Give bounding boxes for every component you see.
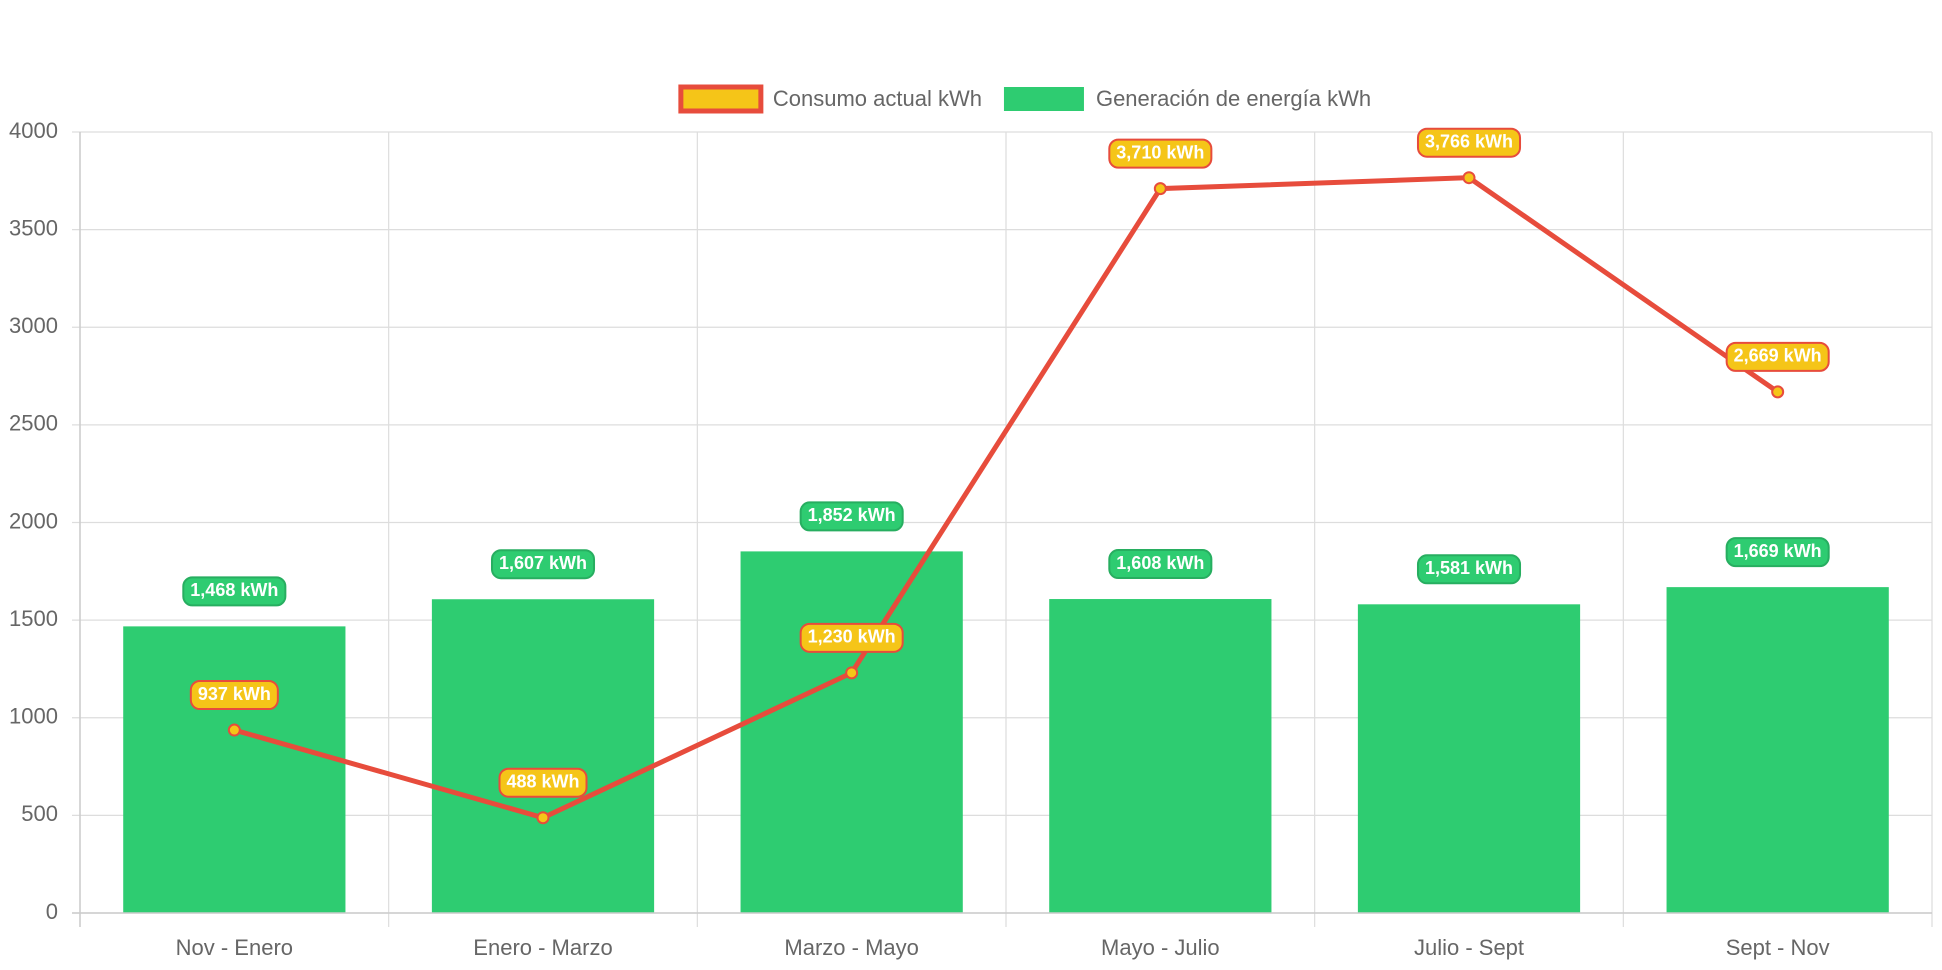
y-tick-label: 500 — [21, 801, 58, 826]
x-tick-label: Julio - Sept — [1414, 935, 1524, 960]
bar — [123, 626, 346, 913]
data-label: 3,766 kWh — [1425, 131, 1513, 151]
data-label: 488 kWh — [506, 771, 579, 791]
y-tick-label: 1500 — [9, 606, 58, 631]
data-label-box — [799, 501, 904, 532]
data-label-box — [182, 576, 287, 607]
point — [845, 666, 859, 680]
point — [1462, 171, 1476, 185]
data-label-box — [490, 549, 596, 580]
data-label: 1,607 kWh — [499, 553, 587, 573]
y-tick-label: 2500 — [9, 411, 58, 436]
point — [1771, 385, 1785, 399]
legend-swatch — [1003, 87, 1084, 111]
data-label-box — [1108, 138, 1213, 169]
bar — [1666, 587, 1889, 913]
data-label: 1,581 kWh — [1425, 558, 1513, 578]
bar — [1049, 599, 1272, 913]
point — [536, 811, 550, 825]
data-label: 1,669 kWh — [1734, 541, 1822, 561]
y-tick-label: 2000 — [9, 508, 58, 533]
y-tick-label: 1000 — [9, 704, 58, 729]
point — [1153, 182, 1167, 196]
bar — [1357, 604, 1581, 913]
x-tick-label: Mayo - Julio — [1101, 935, 1220, 960]
data-label-box — [799, 622, 904, 653]
x-tick-label: Nov - Enero — [176, 935, 293, 960]
data-label: 1,852 kWh — [808, 505, 896, 525]
y-tick-label: 3500 — [9, 215, 58, 240]
data-label: 1,230 kWh — [808, 627, 896, 647]
data-label: 2,669 kWh — [1734, 346, 1822, 366]
legend-label: Generación de energía kWh — [1096, 86, 1371, 111]
y-tick-label: 4000 — [9, 118, 58, 143]
data-label-box — [1416, 554, 1522, 585]
data-label: 1,608 kWh — [1116, 553, 1204, 573]
x-tick-label: Marzo - Mayo — [784, 935, 918, 960]
point — [227, 723, 241, 737]
data-label-box — [189, 680, 279, 711]
y-tick-label: 3000 — [9, 313, 58, 338]
data-label-box — [498, 767, 588, 798]
line — [233, 175, 1780, 821]
legend-label: Consumo actual kWh — [773, 86, 982, 111]
bar — [431, 599, 655, 913]
data-label-box — [1416, 127, 1522, 158]
data-label: 3,710 kWh — [1116, 142, 1204, 162]
x-tick-label: Enero - Marzo — [473, 935, 612, 960]
data-label: 937 kWh — [198, 684, 271, 704]
data-label: 1,468 kWh — [190, 580, 278, 600]
bar — [740, 551, 963, 913]
data-label-box — [1725, 341, 1830, 372]
x-tick-label: Sept - Nov — [1726, 935, 1830, 960]
legend-swatch — [678, 84, 764, 114]
y-tick-label: 0 — [46, 899, 58, 924]
data-label-box — [1725, 537, 1830, 568]
data-label-box — [1108, 549, 1213, 580]
